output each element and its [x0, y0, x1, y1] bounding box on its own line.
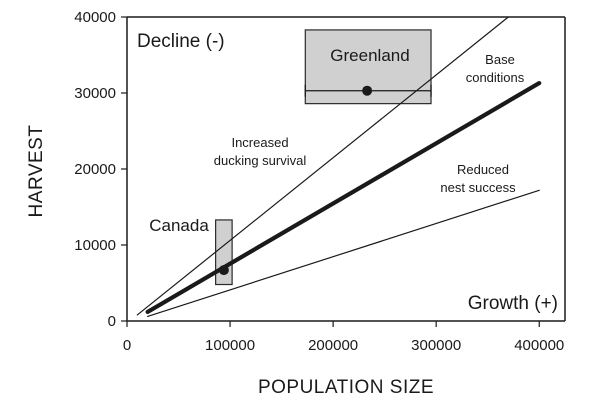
greenland-label: Greenland: [330, 46, 409, 65]
reduced-nest-label-line-2: nest success: [440, 180, 516, 195]
x-axis-title: POPULATION SIZE: [258, 377, 434, 398]
base-conditions-label-line-1: Base: [485, 52, 515, 67]
x-tick-label: 100000: [205, 337, 255, 354]
greenland-point: [362, 85, 373, 96]
reduced-nest-label-line-1: Reduced: [457, 162, 509, 177]
y-tick-label: 40000: [74, 9, 116, 26]
reduced-nest-label: Reduced nest success: [440, 162, 516, 195]
y-tick-label: 0: [108, 313, 116, 330]
y-tick-label: 10000: [74, 237, 116, 254]
base-conditions-label-line-2: conditions: [466, 70, 525, 85]
reduced-line: [147, 189, 540, 318]
base-line: [145, 81, 542, 314]
x-tick-label: 400000: [514, 337, 564, 354]
increased-line: [136, 16, 509, 316]
series-layer: [136, 16, 542, 318]
y-tick-label: 20000: [74, 161, 116, 178]
decline-annotation: Decline (-): [137, 31, 225, 52]
increased-survival-label: Increased ducking survival: [214, 135, 307, 168]
increased-survival-label-line-2: ducking survival: [214, 153, 307, 168]
x-tick-label: 200000: [308, 337, 358, 354]
y-ticks: 0 10000 20000 30000 40000: [74, 9, 127, 330]
y-axis-title: HARVEST: [26, 125, 47, 218]
canada-point: [218, 265, 229, 276]
points-layer: [218, 84, 432, 276]
x-tick-label: 300000: [411, 337, 461, 354]
x-tick-label: 0: [123, 337, 131, 354]
growth-annotation: Growth (+): [468, 293, 558, 314]
canada-label: Canada: [149, 216, 209, 235]
base-conditions-label: Base conditions: [466, 52, 525, 85]
increased-survival-label-line-1: Increased: [231, 135, 288, 150]
y-tick-label: 30000: [74, 85, 116, 102]
x-ticks: 0 100000 200000 300000 400000: [123, 321, 564, 354]
